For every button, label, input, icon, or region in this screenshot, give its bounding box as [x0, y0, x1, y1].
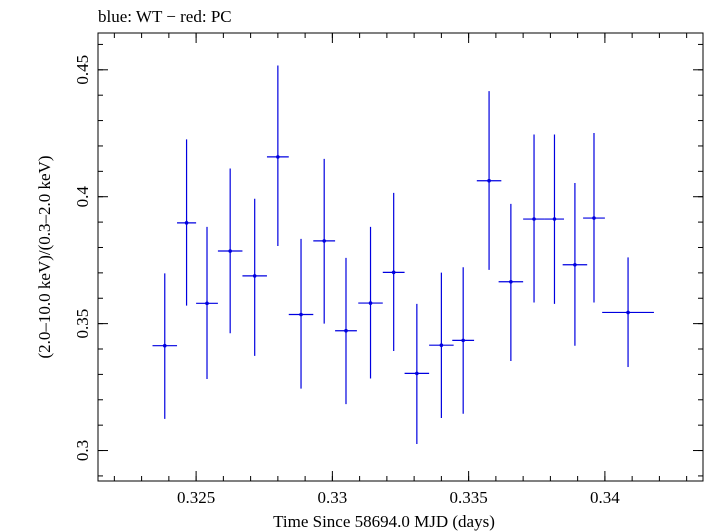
data-marker: [509, 279, 513, 284]
data-point: [382, 192, 405, 352]
data-marker: [415, 371, 419, 376]
y-tick-label: 0.3: [73, 440, 92, 461]
x-axis-label: Time Since 58694.0 MJD (days): [273, 512, 495, 531]
data-series: [152, 65, 654, 444]
data-point: [544, 134, 565, 304]
plot-frame: [97, 32, 704, 482]
axis-ticks: [98, 33, 703, 481]
data-marker: [573, 262, 577, 267]
data-marker: [299, 312, 303, 317]
x-tick-label: 0.33: [317, 488, 347, 507]
data-marker: [228, 249, 232, 253]
data-point: [583, 133, 605, 303]
data-marker: [162, 343, 167, 348]
data-marker: [592, 216, 596, 220]
data-point: [404, 303, 430, 444]
data-marker: [184, 221, 189, 225]
data-marker: [487, 178, 491, 183]
data-marker: [461, 338, 465, 343]
x-tick-label: 0.325: [177, 488, 215, 507]
data-point: [476, 91, 502, 270]
data-marker: [552, 217, 557, 221]
y-tick-label: 0.45: [73, 55, 92, 85]
data-point: [313, 158, 336, 324]
x-tick-label: 0.335: [450, 488, 488, 507]
data-point: [196, 226, 218, 379]
data-marker: [626, 310, 630, 315]
data-point: [562, 183, 588, 346]
y-tick-label: 0.4: [73, 186, 92, 208]
chart-title: blue: WT − red: PC: [98, 7, 232, 26]
data-point: [152, 273, 178, 419]
data-point: [452, 267, 475, 414]
y-axis-label: (2.0–10.0 keV)/(0.3–2.0 keV): [35, 155, 54, 358]
data-point: [242, 198, 267, 356]
data-marker: [276, 155, 280, 159]
data-marker: [368, 301, 373, 305]
data-marker: [391, 270, 396, 275]
data-point: [523, 134, 545, 303]
data-point: [602, 257, 654, 368]
data-point: [266, 65, 289, 246]
data-point: [429, 272, 454, 419]
data-point: [358, 226, 383, 379]
data-point: [335, 257, 357, 405]
data-marker: [439, 343, 444, 348]
data-point: [177, 139, 197, 306]
data-point: [217, 168, 243, 334]
data-marker: [532, 217, 536, 221]
data-marker: [205, 301, 209, 306]
data-marker: [344, 328, 348, 333]
data-marker: [322, 239, 326, 243]
data-point: [498, 203, 524, 361]
axis-tick-labels: 0.325 0.33 0.335 0.34 0.3 0.35 0.4 0.45: [73, 55, 620, 507]
x-tick-label: 0.34: [590, 488, 620, 507]
data-point: [288, 238, 314, 389]
y-tick-label: 0.35: [73, 309, 92, 339]
data-marker: [252, 274, 257, 278]
